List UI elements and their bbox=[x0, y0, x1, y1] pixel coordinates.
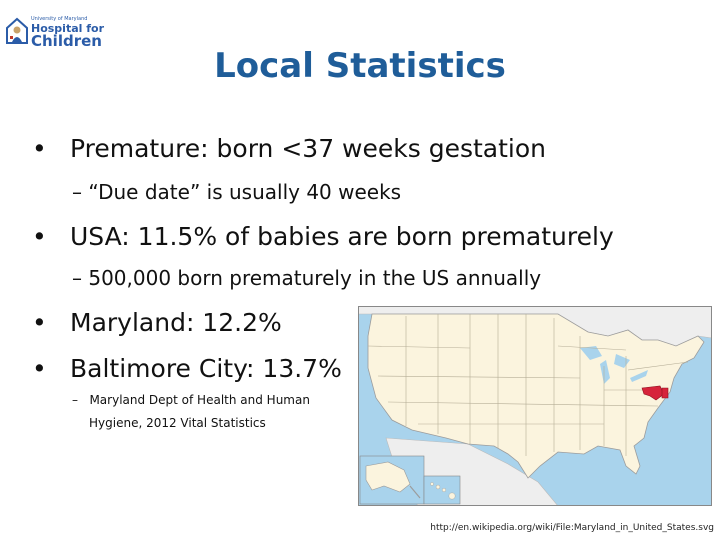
us-map bbox=[357, 305, 713, 507]
hospital-logo-icon bbox=[6, 17, 28, 44]
bullet-premature: • Premature: born <37 weeks gestation bbox=[32, 134, 546, 163]
bullet-baltimore: • Baltimore City: 13.7% bbox=[32, 354, 342, 383]
bullet-text: Baltimore City: 13.7% bbox=[70, 354, 342, 383]
sub-bullet-annual: – 500,000 born prematurely in the US ann… bbox=[72, 266, 542, 290]
bullet-text: Premature: born <37 weeks gestation bbox=[70, 134, 546, 163]
logo-line1: Hospital for bbox=[31, 22, 105, 35]
image-source-url: http://en.wikipedia.org/wiki/File:Maryla… bbox=[430, 523, 714, 533]
source-note-dash: – bbox=[72, 393, 78, 407]
bullet-text: USA: 11.5% of babies are born prematurel… bbox=[70, 222, 614, 251]
bullet-dot: • bbox=[32, 134, 47, 163]
source-note: – Maryland Dept of Health and Human Hygi… bbox=[72, 389, 310, 435]
bullet-maryland: • Maryland: 12.2% bbox=[32, 308, 282, 337]
bullet-text: Maryland: 12.2% bbox=[70, 308, 282, 337]
logo-line2: Children bbox=[31, 32, 102, 50]
us-map-maryland-icon bbox=[357, 305, 713, 507]
bullet-usa: • USA: 11.5% of babies are born premature… bbox=[32, 222, 614, 251]
sub-bullet-due-date: – “Due date” is usually 40 weeks bbox=[72, 180, 402, 204]
hospital-logo: University of Maryland Hospital for Chil… bbox=[4, 16, 104, 54]
source-note-line1: Maryland Dept of Health and Human bbox=[89, 393, 310, 407]
bullet-dot: • bbox=[32, 308, 47, 337]
source-note-line2: Hygiene, 2012 Vital Statistics bbox=[89, 416, 266, 430]
logo-small-text: University of Maryland bbox=[31, 16, 88, 22]
bullet-dot: • bbox=[32, 354, 47, 383]
slide-title: Local Statistics bbox=[214, 46, 506, 86]
bullet-dot: • bbox=[32, 222, 47, 251]
